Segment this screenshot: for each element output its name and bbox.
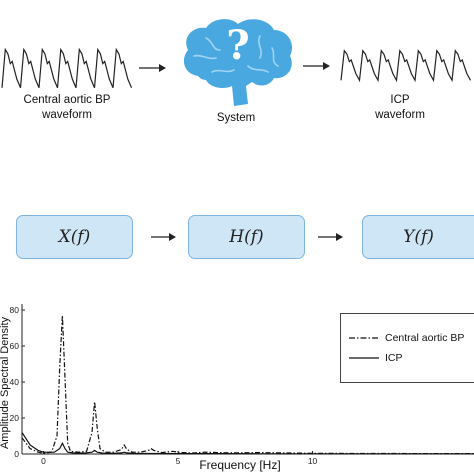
x-tick-label: 0 bbox=[41, 456, 46, 466]
spectrum-chart: 0 20 40 60 80 0 5 10 bbox=[10, 304, 474, 466]
output-label-line2: waveform bbox=[375, 109, 425, 121]
input-spectrum-label: X(f) bbox=[58, 227, 91, 247]
output-label-line1: ICP bbox=[390, 94, 410, 106]
output-spectrum-box: Y(f) bbox=[362, 215, 474, 259]
y-tick-label: 40 bbox=[10, 377, 20, 387]
x-axis-label: Frequency [Hz] bbox=[199, 458, 281, 472]
series-line-icp bbox=[21, 432, 474, 455]
input-waveform bbox=[1, 47, 133, 89]
question-mark: ? bbox=[226, 22, 250, 69]
input-spectrum-box: X(f) bbox=[16, 215, 133, 259]
x-tick-label: 5 bbox=[176, 456, 181, 466]
legend-label-icp: ICP bbox=[385, 352, 403, 364]
transfer-function-label: H(f) bbox=[229, 227, 264, 247]
chart-legend: Central aortic BP ICP bbox=[340, 313, 474, 383]
y-tick-label: 60 bbox=[10, 341, 20, 351]
legend-label-bp: Central aortic BP bbox=[385, 332, 465, 344]
input-label-line1: Central aortic BP bbox=[23, 94, 111, 106]
input-label-line2: waveform bbox=[42, 109, 92, 121]
legend-line-solid bbox=[349, 357, 379, 359]
legend-item-icp: ICP bbox=[349, 350, 403, 366]
arrow-right-icon bbox=[151, 233, 176, 241]
arrow-right-icon bbox=[139, 64, 166, 72]
y-tick-label: 0 bbox=[14, 449, 19, 459]
arrow-right-icon bbox=[318, 233, 343, 241]
legend-line-dashdot bbox=[349, 337, 379, 339]
output-waveform bbox=[340, 49, 472, 83]
legend-item-bp: Central aortic BP bbox=[349, 330, 464, 346]
system-label: System bbox=[216, 112, 256, 124]
series-line-central-aortic-bp bbox=[21, 315, 474, 455]
x-tick-label: 10 bbox=[308, 456, 318, 466]
output-spectrum-label: Y(f) bbox=[403, 227, 434, 247]
arrow-right-icon bbox=[303, 62, 330, 70]
y-tick-label: 20 bbox=[10, 413, 20, 423]
output-label: ICP waveform bbox=[360, 93, 440, 123]
y-tick-label: 80 bbox=[10, 305, 20, 315]
transfer-function-box: H(f) bbox=[188, 215, 305, 259]
input-label: Central aortic BP waveform bbox=[0, 93, 134, 123]
brain-icon bbox=[183, 19, 293, 106]
